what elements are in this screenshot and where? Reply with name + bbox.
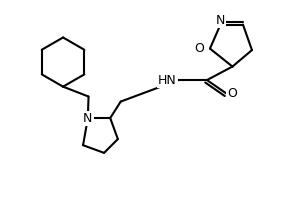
Text: N: N	[216, 14, 225, 27]
Text: O: O	[195, 42, 205, 55]
Text: N: N	[83, 112, 92, 125]
Text: O: O	[227, 87, 237, 100]
Text: HN: HN	[158, 74, 177, 87]
